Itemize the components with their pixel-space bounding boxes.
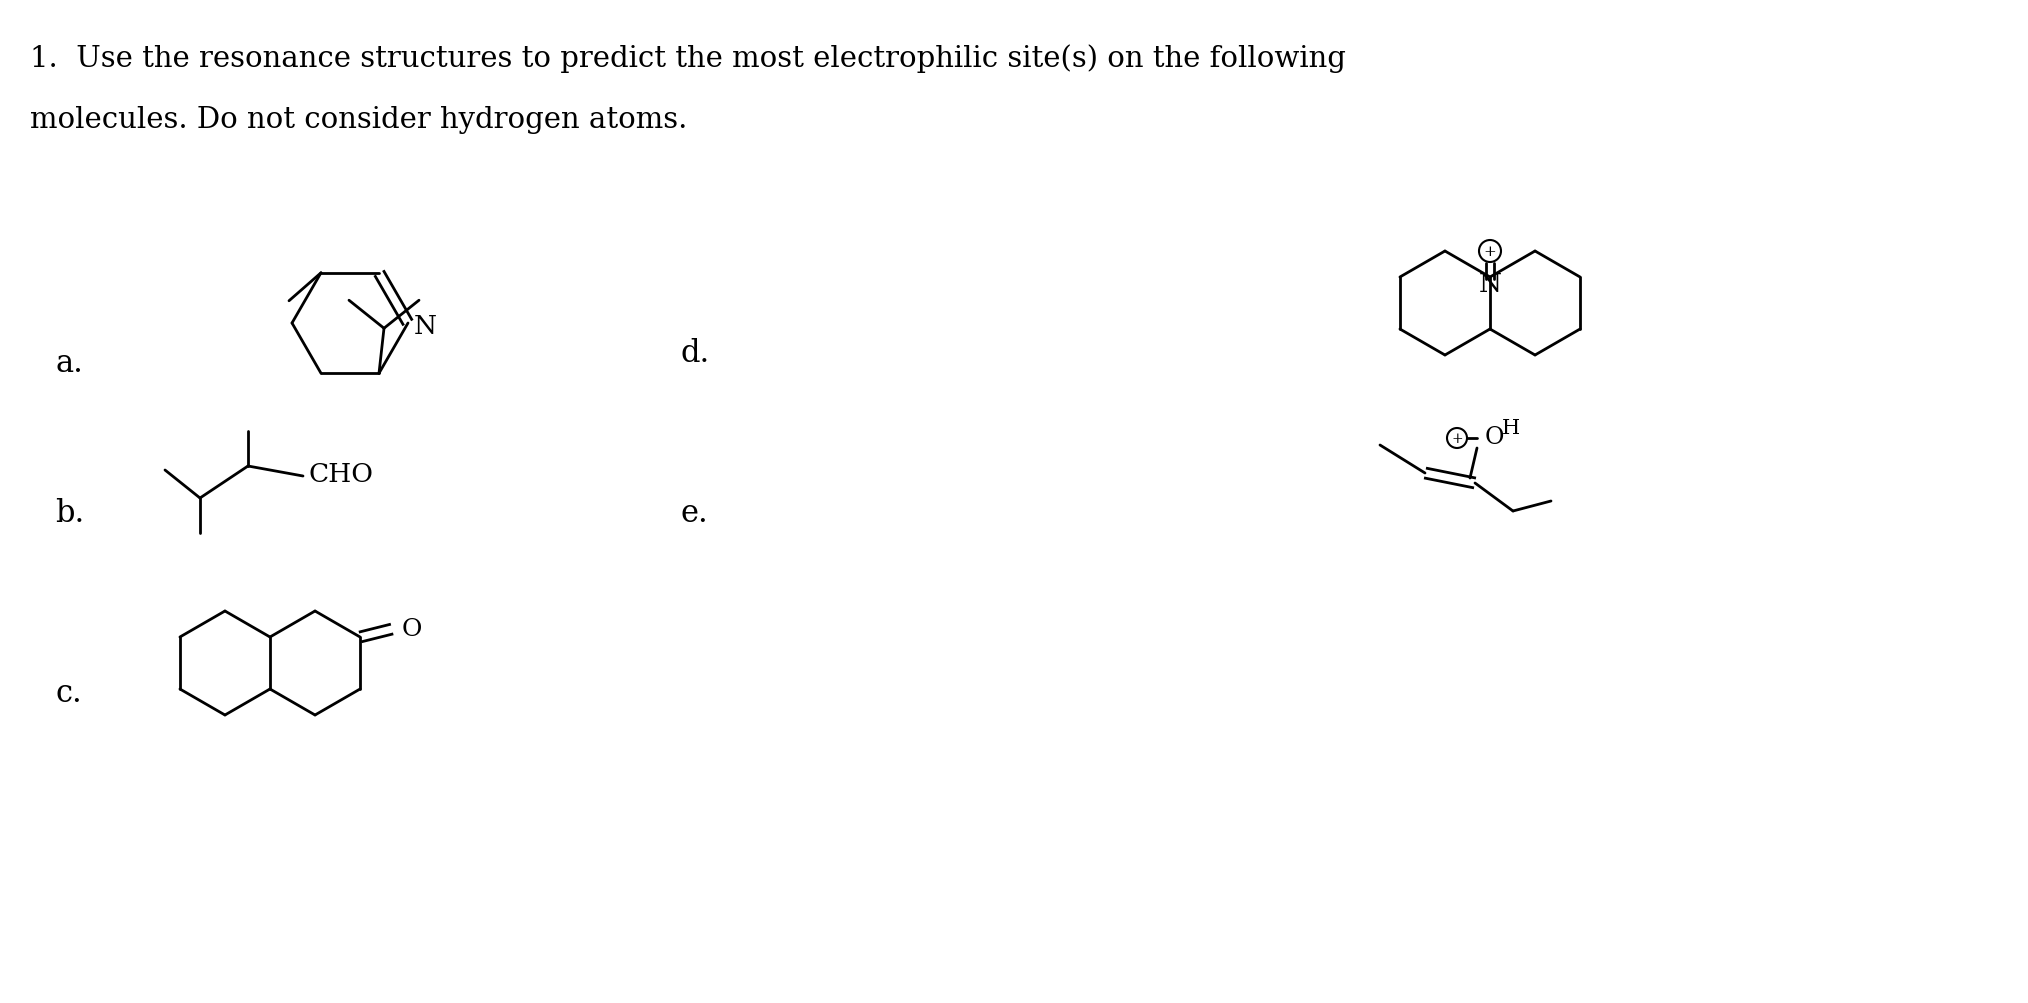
Text: +: + xyxy=(1484,245,1497,259)
Text: +: + xyxy=(1452,431,1462,445)
Text: e.: e. xyxy=(679,498,708,529)
Text: d.: d. xyxy=(679,338,710,369)
Text: O: O xyxy=(1484,425,1505,448)
Text: O: O xyxy=(402,618,422,641)
Text: H: H xyxy=(1503,419,1521,438)
Text: N: N xyxy=(1478,271,1501,296)
Text: 1.  Use the resonance structures to predict the most electrophilic site(s) on th: 1. Use the resonance structures to predi… xyxy=(30,44,1347,73)
Text: b.: b. xyxy=(55,498,85,529)
Text: molecules. Do not consider hydrogen atoms.: molecules. Do not consider hydrogen atom… xyxy=(30,106,687,133)
Text: a.: a. xyxy=(55,348,83,379)
Text: N: N xyxy=(414,314,436,339)
Text: CHO: CHO xyxy=(308,461,373,486)
Text: c.: c. xyxy=(55,678,81,709)
